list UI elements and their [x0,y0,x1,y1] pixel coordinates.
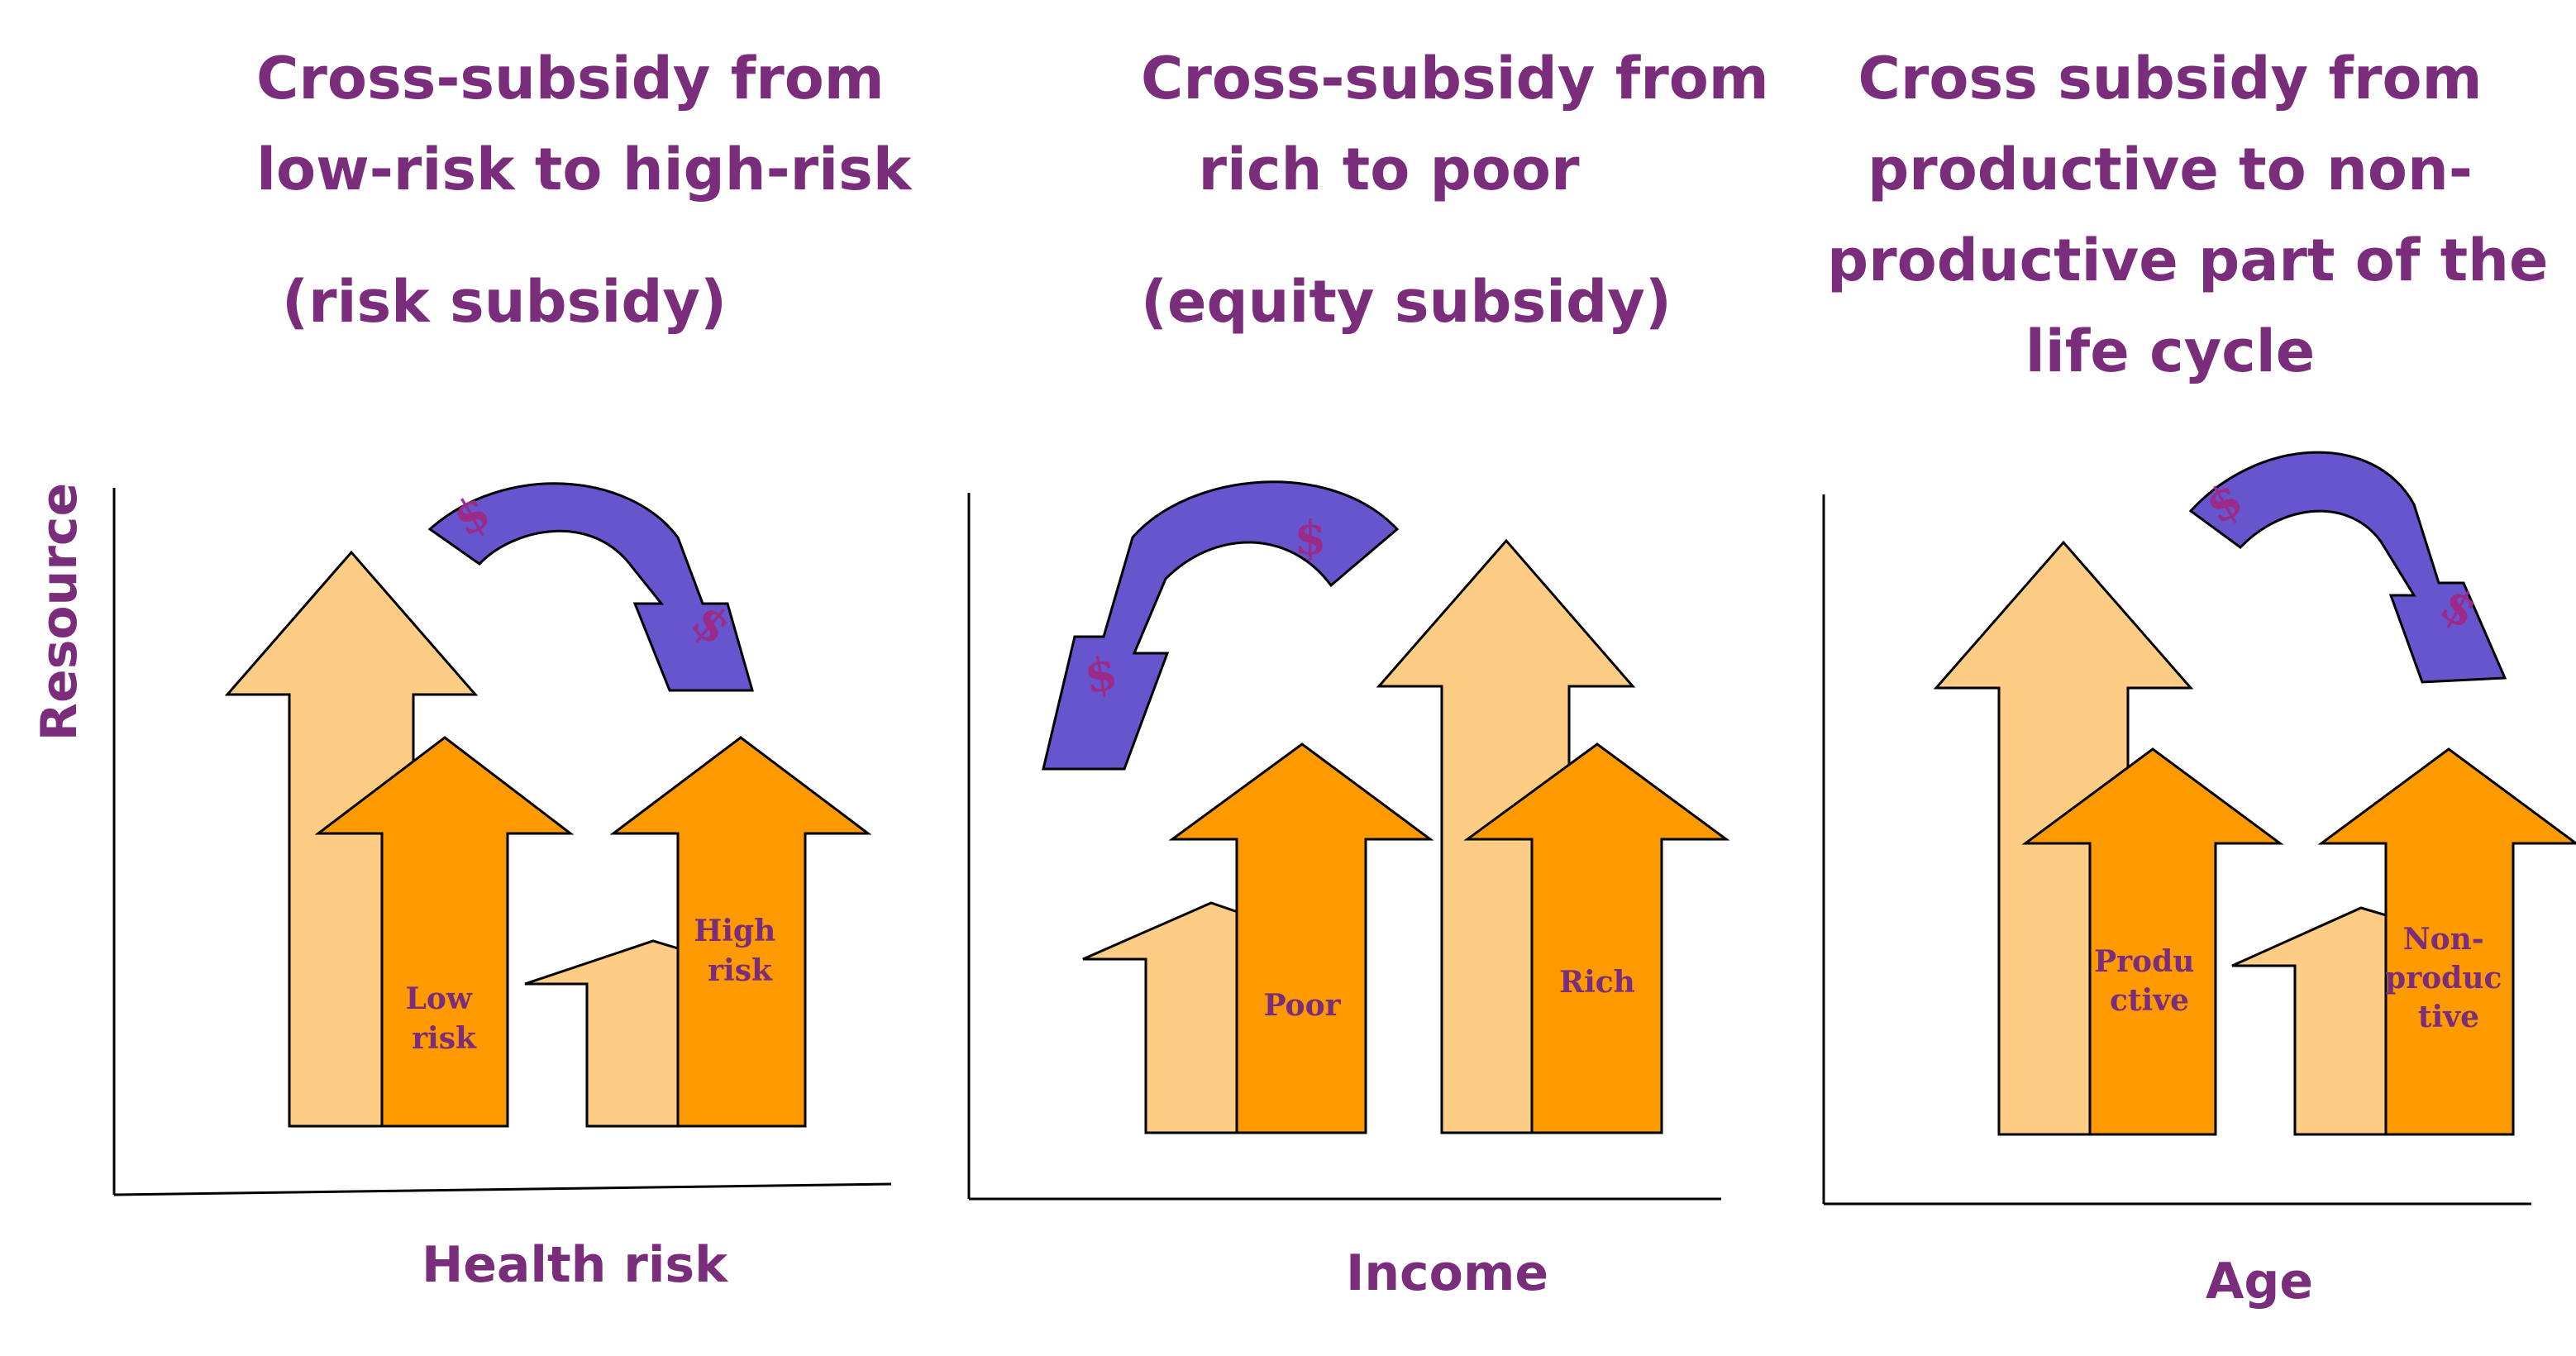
panel1-risk-transfer-arrow [427,482,754,692]
panel3-x-axis-label: Age [2206,1253,2314,1311]
panel3-non-productive-benefit-arrow [2317,747,2576,1136]
panel3-title-line2: productive to non- [1868,136,2473,203]
panel2-rich-benefit-arrow [1463,742,1730,1134]
panel2-subtitle: (equity subsidy) [1141,268,1672,336]
panel2-dollar-symbol-1: $ [1295,511,1327,566]
panel2-title-line2: rich to poor [1198,136,1580,203]
panel1-axes [112,488,892,1196]
panel3-non-productive-label-line2: produc [2385,961,2502,996]
panel2-axes [967,493,1721,1201]
panel3-lifecycle-transfer-arrow [2188,451,2507,684]
panel3-productive-label-line1: Produ [2094,944,2194,979]
panel1-low-risk-benefit-arrow [314,736,575,1128]
panel2-equity-transfer-arrow [1042,480,1400,771]
panel3-non-productive-contribution-arrow [2231,906,2391,1136]
panel1-x-axis-label: Health risk [422,1236,728,1294]
panel3-productive-benefit-arrow [2021,747,2284,1136]
panel3-non-productive-label: Non- produc tive [2385,922,2512,1034]
panel1-subtitle: (risk subsidy) [281,268,727,336]
panel1-high-risk-label-line1: High [694,914,775,948]
panel2-poor-label-line1: Poor [1263,988,1341,1023]
panel1-low-risk-label-line2: risk [412,1021,477,1056]
panel2-poor-label: Poor [1263,988,1341,1023]
panel1-high-risk-label-line2: risk [708,953,773,988]
panel3-non-productive-label-line1: Non- [2403,922,2484,957]
panel2-poor-benefit-arrow [1168,742,1434,1134]
panel3-title: Cross subsidy from productive to non- pr… [1827,33,2549,397]
panel3-title-line4: life cycle [2025,318,2316,385]
panel3-axes [1822,494,2531,1206]
panel1-low-risk-label-line1: Low [406,981,473,1016]
panel3-title-line1: Cross subsidy from [1858,45,2483,112]
panel2-x-axis-label: Income [1346,1244,1549,1302]
panel1-high-risk-benefit-arrow [609,736,872,1128]
panel2-rich-label-line1: Rich [1559,965,1635,1000]
panel1-low-risk-label: Low risk [406,981,483,1056]
panel2-rich-label: Rich [1559,965,1635,1000]
panel3-non-productive-label-line3: tive [2418,1000,2479,1034]
panel3-title-line3: productive part of the [1827,227,2549,294]
panel2-poor-contribution-arrow [1082,901,1242,1134]
panel3-productive-label: Produ ctive [2094,944,2205,1018]
panel1-high-risk-contribution-arrow [524,939,688,1128]
panel1-high-risk-label: High risk [694,914,786,988]
panel3-productive-label-line2: ctive [2110,983,2189,1018]
